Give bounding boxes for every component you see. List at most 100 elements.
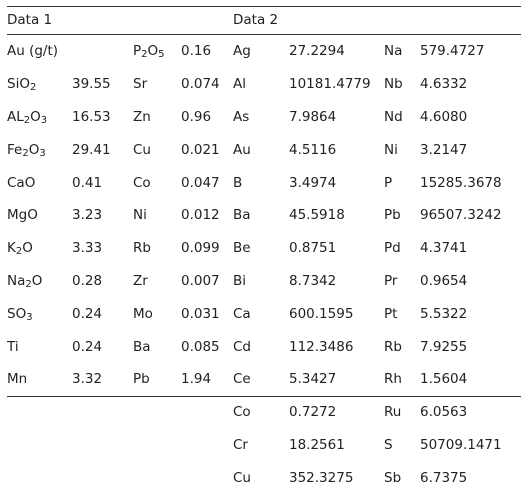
data2-value2-cell: 3.2147: [420, 141, 468, 158]
data1-label2-cell: [133, 396, 181, 429]
table-row: CaO 0.41 Co 0.047 B 3.4974 P 15285.3678: [7, 166, 521, 199]
data1-value-cell: 3.23: [72, 207, 103, 224]
data1-value2-cell: 0.047: [181, 174, 220, 191]
data1-value2-cell: 0.031: [181, 305, 220, 322]
table-row: K2O 3.33 Rb 0.099 Be 0.8751 Pd 4.3741: [7, 232, 521, 265]
data1-value-cell: [72, 35, 133, 68]
table-row: MgO 3.23 Ni 0.012 Ba 45.5918 Pb 96507.3242: [7, 199, 521, 232]
table-row: Cu 352.3275 Sb 6.7375: [7, 461, 521, 494]
data1-label2-cell: Rb: [133, 240, 151, 257]
data2-value-cell: 45.5918: [289, 207, 345, 224]
table-row: Na2O 0.28 Zr 0.007 Bi 8.7342 Pr 0.9654: [7, 265, 521, 298]
data1-label2-cell: P2O5: [133, 43, 165, 61]
data2-label2-cell: Sb: [384, 469, 402, 486]
data1-label2-cell: [133, 461, 181, 494]
data1-value2-cell: [181, 461, 233, 494]
data2-label-cell: Be: [233, 240, 251, 257]
table-row: SO3 0.24 Mo 0.031 Ca 600.1595 Pt 5.5322: [7, 297, 521, 330]
data1-value-cell: 3.33: [72, 240, 103, 257]
data1-value2-cell: 0.012: [181, 207, 220, 224]
data1-label2-cell: Pb: [133, 371, 150, 388]
data2-label2-cell: Pt: [384, 305, 398, 322]
data1-label-cell: K2O: [7, 240, 33, 258]
data2-value-cell: 3.4974: [289, 174, 337, 191]
header-rule: [7, 34, 521, 35]
data2-label-cell: Bi: [233, 272, 247, 289]
table-row: Fe2O3 29.41 Cu 0.021 Au 4.5116 Ni 3.2147: [7, 133, 521, 166]
data1-value-cell: 0.24: [72, 305, 103, 322]
data2-value2-cell: 6.0563: [420, 404, 468, 421]
data2-value2-cell: 15285.3678: [420, 174, 502, 191]
data1-label-cell: MgO: [7, 207, 38, 224]
data1-label-cell: Ti: [7, 338, 19, 355]
data2-value2-cell: 1.5604: [420, 371, 468, 388]
data2-value-cell: 5.3427: [289, 371, 337, 388]
data2-value-cell: 0.8751: [289, 240, 337, 257]
data2-label-cell: Ag: [233, 43, 251, 60]
data2-label2-cell: Rh: [384, 371, 402, 388]
data1-label-cell: [7, 396, 72, 429]
data2-label2-cell: Rb: [384, 338, 402, 355]
data2-label-cell: B: [233, 174, 243, 191]
data2-value2-cell: 579.4727: [420, 43, 485, 60]
data2-value-cell: 18.2561: [289, 436, 345, 453]
data-table-page: Data 1 Data 2 Au (g/t) P2O5 0.16 Ag 27.2294 N…: [7, 6, 521, 486]
data2-label2-cell: P: [384, 174, 393, 191]
data2-label2-cell: Na: [384, 43, 403, 60]
data2-value-cell: 112.3486: [289, 338, 354, 355]
data2-label-cell: Ce: [233, 371, 251, 388]
data1-value2-cell: [181, 396, 233, 429]
data2-value-cell: 352.3275: [289, 469, 354, 486]
data2-label-cell: Co: [233, 404, 251, 421]
data1-label-cell: [7, 429, 72, 462]
data2-label2-cell: Pd: [384, 240, 401, 257]
data1-label-cell: Fe2O3: [7, 141, 46, 159]
data2-value2-cell: 7.9255: [420, 338, 468, 355]
data1-label2-cell: Ba: [133, 338, 151, 355]
data2-value2-cell: 4.6332: [420, 76, 468, 93]
data2-header: Data 2: [233, 12, 279, 28]
data1-value2-cell: 0.96: [181, 108, 212, 125]
data2-label2-cell: Ni: [384, 141, 398, 158]
data1-value2-cell: 0.085: [181, 338, 220, 355]
data1-label2-cell: [133, 429, 181, 462]
table-row: Mn 3.32 Pb 1.94 Ce 5.3427 Rh 1.5604: [7, 363, 521, 396]
data1-value-cell: [72, 461, 133, 494]
data1-value-cell: 0.24: [72, 338, 103, 355]
table-row: Co 0.7272 Ru 6.0563: [7, 396, 521, 429]
data1-label-cell: Mn: [7, 371, 28, 388]
data1-value-cell: 3.32: [72, 371, 103, 388]
data1-value2-cell: [181, 429, 233, 462]
data1-value2-cell: 0.007: [181, 272, 220, 289]
data1-label2-cell: Cu: [133, 141, 151, 158]
data2-label-cell: As: [233, 108, 250, 125]
data1-label-cell: Na2O: [7, 272, 43, 290]
data2-label2-cell: Ru: [384, 404, 402, 421]
data2-value-cell: 600.1595: [289, 305, 354, 322]
data2-label-cell: Au: [233, 141, 251, 158]
data1-label2-cell: Mo: [133, 305, 153, 322]
data2-label2-cell: Nd: [384, 108, 403, 125]
data1-value2-cell: 0.099: [181, 240, 220, 257]
data1-label-cell: [7, 461, 72, 494]
data1-label-cell: SO3: [7, 305, 33, 323]
data1-label2-cell: Co: [133, 174, 151, 191]
data1-label-cell: SiO2: [7, 76, 37, 94]
data1-label2-cell: Zn: [133, 108, 151, 125]
data2-label-cell: Al: [233, 76, 246, 93]
data2-value-cell: 8.7342: [289, 272, 337, 289]
data1-value-cell: 39.55: [72, 76, 111, 93]
data2-value-cell: 7.9864: [289, 108, 337, 125]
data1-value-cell: 29.41: [72, 141, 111, 158]
data2-value-cell: 4.5116: [289, 141, 337, 158]
data2-value2-cell: 6.7375: [420, 469, 468, 486]
data2-value2-cell: 96507.3242: [420, 207, 502, 224]
data2-value2-cell: 5.5322: [420, 305, 468, 322]
data1-label-cell: CaO: [7, 174, 36, 191]
data-table: Au (g/t) P2O5 0.16 Ag 27.2294 Na 579.4727 SiO2 3…: [7, 35, 521, 494]
data2-label-cell: Cr: [233, 436, 248, 453]
data2-value2-cell: 50709.1471: [420, 436, 502, 453]
data2-label-cell: Ba: [233, 207, 251, 224]
data1-value2-cell: 0.021: [181, 141, 220, 158]
data2-value2-cell: 4.3741: [420, 240, 468, 257]
